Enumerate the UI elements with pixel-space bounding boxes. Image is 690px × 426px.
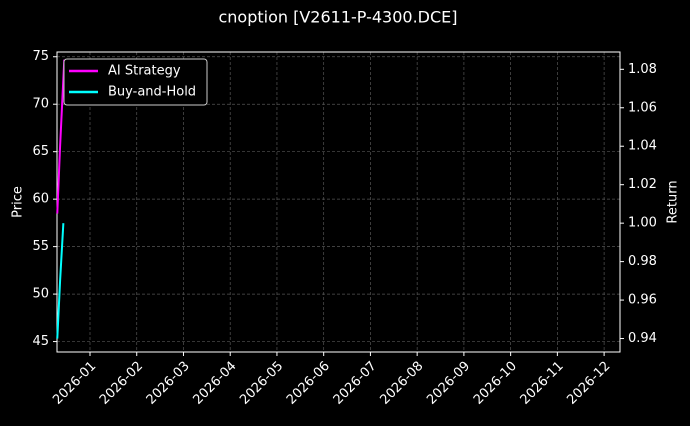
y2-tick-label: 1.08 <box>628 62 657 77</box>
legend: AI Strategy Buy-and-Hold <box>63 58 208 106</box>
y-axis-label: Price <box>11 186 26 218</box>
line-series <box>56 59 66 214</box>
y2-tick-label: 0.98 <box>628 254 657 269</box>
chart-title: cnoption [V2611-P-4300.DCE] <box>218 8 457 27</box>
y2-tick-label: 1.04 <box>628 139 657 154</box>
y2-tick-label: 1.02 <box>628 177 657 192</box>
y2-tick-label: 0.96 <box>628 293 657 308</box>
y-tick-label: 55 <box>32 239 49 254</box>
y2-tick-label: 1.06 <box>628 100 657 115</box>
y-tick-label: 45 <box>32 334 49 349</box>
legend-box <box>63 58 208 106</box>
y2-tick-label: 0.94 <box>628 331 657 346</box>
line-series <box>56 223 65 339</box>
y-tick-label: 50 <box>32 287 49 302</box>
y-tick-label: 75 <box>32 49 49 64</box>
y-tick-label: 60 <box>32 192 49 207</box>
legend-label: Buy-and-Hold <box>108 85 196 100</box>
y2-tick-label: 1.00 <box>628 216 657 231</box>
y2-axis-label: Return <box>666 180 681 223</box>
y-tick-label: 70 <box>32 97 49 112</box>
legend-label: AI Strategy <box>108 64 181 79</box>
y-tick-label: 65 <box>32 144 49 159</box>
